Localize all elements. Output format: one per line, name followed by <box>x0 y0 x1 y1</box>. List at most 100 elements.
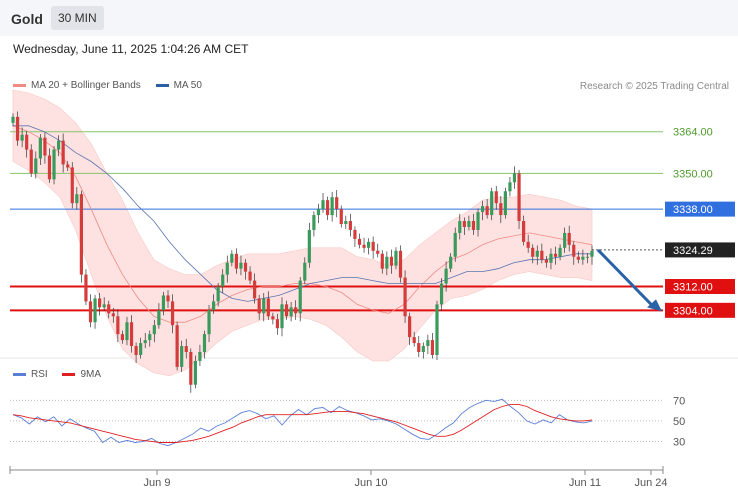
candle-body <box>576 256 580 260</box>
candle-body <box>111 313 115 317</box>
forecast-arrow <box>596 248 657 310</box>
candle-body <box>540 250 544 260</box>
candle-body <box>526 241 530 248</box>
candle-body <box>11 116 15 123</box>
candle-body <box>449 256 453 269</box>
candle-body <box>134 346 138 355</box>
candle-body <box>362 244 366 248</box>
candle-body <box>508 182 512 192</box>
candle-body <box>225 262 229 275</box>
candle-body <box>216 286 220 302</box>
candle-body <box>157 310 161 326</box>
candle-body <box>75 194 79 204</box>
candle-body <box>116 316 120 335</box>
candle-body <box>202 334 207 352</box>
candles <box>11 111 594 393</box>
candle-body <box>398 250 403 278</box>
candle-body <box>15 116 20 141</box>
bollinger-band <box>12 89 593 377</box>
time-tick-label: Jun 10 <box>354 477 387 489</box>
candle-body <box>198 352 202 361</box>
candle-body <box>61 140 65 165</box>
level-label-bg <box>665 242 735 258</box>
candle-body <box>585 256 590 258</box>
candle-body <box>70 167 74 204</box>
candle-body <box>426 340 430 347</box>
candle-body <box>307 229 311 263</box>
level-label: 3338.00 <box>673 204 713 216</box>
ma20-line <box>12 125 593 323</box>
legend-label: MA 50 <box>173 80 202 91</box>
candle-body <box>312 215 316 230</box>
candle-body <box>476 212 480 230</box>
candle-body <box>243 262 248 272</box>
rsi-swatch <box>13 372 26 376</box>
candle-body <box>221 274 225 287</box>
candle-body <box>161 295 166 311</box>
level-label-bg <box>665 302 735 318</box>
candle-body <box>435 304 439 355</box>
rsi-tick-label: 70 <box>673 395 685 407</box>
candle-body <box>371 241 375 251</box>
candle-body <box>303 262 307 281</box>
ma20-swatch <box>13 83 26 87</box>
candle-body <box>230 253 234 263</box>
candle-body <box>211 301 216 311</box>
header-bar: Gold 30 MIN <box>0 0 738 36</box>
timeframe-button[interactable]: 30 MIN <box>51 6 104 30</box>
legend-label: MA 20 + Bollinger Bands <box>31 80 141 91</box>
candle-body <box>330 197 334 216</box>
credit-text: Research © 2025 Trading Central <box>579 81 729 92</box>
candle-body <box>439 283 444 305</box>
candle-body <box>408 316 412 338</box>
candle-body <box>193 360 197 385</box>
ma50-line <box>13 125 592 302</box>
candle-body <box>38 137 42 159</box>
candle-body <box>102 304 106 308</box>
candle-body <box>298 280 302 314</box>
candle-body <box>25 134 29 150</box>
candle-body <box>458 221 462 233</box>
candle-body <box>180 346 184 367</box>
candle-body <box>239 262 243 269</box>
candle-body <box>553 253 558 257</box>
symbol-name: Gold <box>11 11 43 27</box>
candle-body <box>480 206 485 213</box>
candle-body <box>280 304 284 329</box>
level-label: 3304.00 <box>673 305 713 317</box>
candle-body <box>20 134 24 141</box>
candle-body <box>572 244 576 257</box>
9ma-swatch <box>62 372 76 376</box>
level-label-bg <box>665 201 735 217</box>
candle-body <box>531 247 535 257</box>
rsi-legend: RSI 9MA <box>13 369 113 380</box>
candle-body <box>512 173 517 183</box>
candle-body <box>348 221 352 230</box>
candle-body <box>248 271 252 281</box>
candle-body <box>389 256 394 266</box>
candle-body <box>34 158 38 174</box>
candle-body <box>467 221 471 227</box>
candle-body <box>271 316 275 320</box>
legend-item-rsi: RSI <box>13 369 48 380</box>
candle-body <box>325 200 330 216</box>
time-tick-label: Jun 11 <box>569 477 601 489</box>
candle-body <box>84 274 88 302</box>
candle-body <box>453 232 457 257</box>
candle-body <box>412 337 416 344</box>
legend-item-9ma: 9MA <box>62 369 101 380</box>
candle-body <box>189 352 193 385</box>
rsi-line <box>12 398 593 447</box>
candle-body <box>558 247 562 257</box>
candle-body <box>339 209 343 224</box>
candle-body <box>549 253 553 263</box>
candle-body <box>344 221 348 224</box>
candle-body <box>376 250 380 254</box>
candle-body <box>421 346 425 352</box>
candle-body <box>289 307 293 317</box>
legend-item-ma50: MA 50 <box>155 80 202 91</box>
candle-body <box>125 322 129 341</box>
candle-body <box>166 295 170 302</box>
level-label: 3364.00 <box>673 127 713 139</box>
